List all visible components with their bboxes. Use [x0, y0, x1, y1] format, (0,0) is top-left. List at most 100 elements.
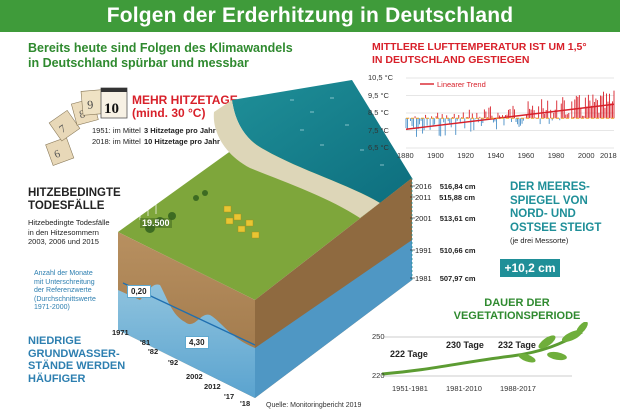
groundwater-title-line-4: HÄUFIGER	[28, 372, 86, 385]
heat-deaths-text-line-3: 2003, 2006 und 2015	[28, 237, 99, 246]
heat-deaths-title-line-2: TODESFÄLLE	[28, 200, 105, 212]
temperature-y-tick: 9,5 °C	[368, 90, 389, 100]
subtitle: Bereits heute sind Folgen des Klimawande…	[28, 41, 318, 71]
groundwater-note-line-5: 1971-2000)	[34, 304, 70, 311]
calendar-number: 10	[104, 101, 119, 117]
temperature-trend-line	[405, 103, 615, 130]
heat-deaths-text: Hitzebedingte Todesfälle in den Hitzesom…	[28, 218, 110, 247]
gw-year-82: '82	[148, 347, 159, 356]
temperature-y-tick: 10,5 °C	[368, 73, 394, 82]
temperature-chart: Linearer Trend	[405, 77, 615, 149]
temperature-title: MITTLERE LUFTTEMPERATUR IST UM 1,5° IN D…	[372, 41, 620, 66]
temperature-y-tick: 8,5 °C	[368, 108, 389, 117]
temperature-series	[405, 90, 615, 137]
vegetation-title-line-2: VEGETATIONSPERIODE	[453, 310, 581, 322]
heat-deaths-text-line-2: in den Hitzesommern	[28, 227, 99, 237]
vegetation-y-bottom: 220	[372, 371, 385, 380]
groundwater-side	[255, 240, 412, 398]
hot-days-title-line-2: (mind. 30 °C)	[132, 106, 206, 120]
temperature-title-line-1: MITTLERE LUFTTEMPERATUR IST UM 1,5°	[372, 41, 587, 53]
sea-level-row-2011: 2011 515,88 cm	[415, 193, 476, 202]
vegetation-leaves	[518, 322, 588, 363]
gw-year-1971: 1971	[112, 328, 129, 337]
temperature-x-tick: 1980	[547, 151, 565, 160]
vegetation-title-line-1: DAUER DER	[484, 297, 550, 309]
gw-year-2002: 2002	[186, 372, 203, 381]
wind-turbines	[139, 200, 157, 220]
groundwater-value-1: 0,20	[127, 285, 151, 298]
temperature-x-tick: 1920	[457, 151, 474, 160]
sea-waves	[290, 97, 384, 166]
subtitle-line-2: in Deutschland spürbar und messbar	[28, 56, 249, 70]
groundwater-value-2: 4,30	[185, 336, 209, 349]
svg-text:7: 7	[57, 122, 69, 135]
groundwater-note-line-1: Anzahl der Monate	[34, 270, 93, 277]
groundwater-note: Anzahl der Monate mit Unterschreitung de…	[34, 270, 96, 313]
gw-year-17: '17	[224, 392, 235, 401]
groundwater-title-line-1: NIEDRIGE	[28, 335, 82, 347]
page-title: Folgen der Erderhitzung in Deutschland	[0, 0, 620, 32]
gw-year-92: '92	[168, 358, 179, 367]
hot-days-list: 1951: im Mittel 3 Hitzetage pro Jahr 2018…	[92, 126, 262, 146]
svg-text:9: 9	[87, 97, 94, 111]
vegetation-chart	[381, 322, 588, 377]
svg-text:6: 6	[53, 148, 63, 161]
subtitle-line-1: Bereits heute sind Folgen des Klimawande…	[28, 41, 293, 55]
vegetation-period-1: 1951-1981	[392, 384, 428, 393]
heat-deaths-title-line-1: HITZEBEDINGTE	[28, 187, 121, 199]
vegetation-stem	[381, 330, 583, 376]
temperature-x-tick: 1960	[517, 151, 535, 160]
groundwater-note-line-2: mit Unterschreitung	[34, 278, 95, 286]
temperature-legend-label: Linearer Trend	[437, 80, 486, 89]
svg-text:8: 8	[78, 108, 87, 121]
source-note: Quelle: Monitoringbericht 2019	[266, 402, 362, 409]
groundwater-title-line-3: STÄNDE WERDEN	[28, 360, 126, 372]
sea-level-note: (je drei Messorte)	[510, 236, 569, 245]
temperature-x-tick: 1940	[487, 151, 505, 160]
vegetation-period-3: 1988-2017	[500, 384, 536, 393]
vegetation-value-1: 222 Tage	[390, 349, 428, 359]
groundwater-note-line-4: (Durchschnittswerte	[34, 295, 96, 303]
hot-days-title: MEHR HITZETAGE (mind. 30 °C)	[132, 94, 238, 120]
temperature-y-tick: 6,5 °C	[368, 143, 389, 152]
sea-level-row-1991: 1991 510,66 cm	[415, 246, 476, 255]
vegetation-value-2: 230 Tage	[446, 340, 484, 350]
gw-year-81: '81	[140, 338, 151, 347]
groundwater-title-line-2: GRUNDWASSER-	[28, 347, 120, 360]
gw-year-2012: 2012	[204, 382, 221, 391]
vegetation-value-3: 232 Tage	[498, 340, 536, 350]
sea-level-title-line-3: NORD- UND	[510, 208, 576, 220]
sea-surface	[232, 80, 412, 203]
groundwater-title: NIEDRIGE GRUNDWASSER- STÄNDE WERDEN HÄUF…	[28, 335, 125, 385]
temperature-x-tick: 2018	[600, 151, 617, 160]
heat-deaths-title: HITZEBEDINGTE TODESFÄLLE	[28, 187, 121, 213]
sea-level-badge: +10,2 cm	[500, 259, 560, 277]
vegetation-period-2: 1981-2010	[446, 384, 482, 393]
sea-level-row-2001: 2001 513,61 cm	[415, 214, 476, 223]
temperature-x-tick: 2000	[577, 151, 595, 160]
sea-level-title: DER MEERES- SPIEGEL VON NORD- UND OSTSEE…	[510, 181, 601, 235]
vegetation-y-top: 250	[372, 332, 385, 341]
gw-year-18: '18	[240, 399, 251, 408]
sea-level-title-line-1: DER MEERES-	[510, 181, 590, 193]
hot-days-row-1951: 1951: im Mittel 3 Hitzetage pro Jahr	[92, 126, 216, 135]
vegetation-title: DAUER DER VEGETATIONSPERIODE	[452, 297, 582, 323]
calendar-icon: 6 7 8 9 10	[45, 87, 128, 166]
sea-level-title-line-4: OSTSEE STEIGT	[510, 221, 602, 234]
heat-deaths-text-line-1: Hitzebedingte Todesfälle	[28, 218, 110, 227]
sea-level-title-line-2: SPIEGEL VON	[510, 194, 588, 207]
sea-level-row-1981: 1981 507,97 cm	[415, 274, 476, 283]
hot-days-title-line-1: MEHR HITZETAGE	[132, 93, 238, 107]
heat-deaths-value: 19.500	[140, 218, 172, 228]
sea-level-ticks	[410, 185, 415, 279]
beach-surface	[213, 100, 380, 218]
temperature-x-tick: 1900	[427, 151, 444, 160]
hot-days-row-2018: 2018: im Mittel 10 Hitzetage pro Jahr	[92, 137, 220, 146]
sea-level-row-2016: 2016 516,84 cm	[415, 182, 476, 191]
beach-huts	[223, 205, 260, 239]
temperature-title-line-2: IN DEUTSCHLAND GESTIEGEN	[372, 53, 530, 66]
temperature-x-tick: 1880	[397, 151, 414, 160]
groundwater-note-line-3: der Referenzwerte	[34, 287, 92, 294]
